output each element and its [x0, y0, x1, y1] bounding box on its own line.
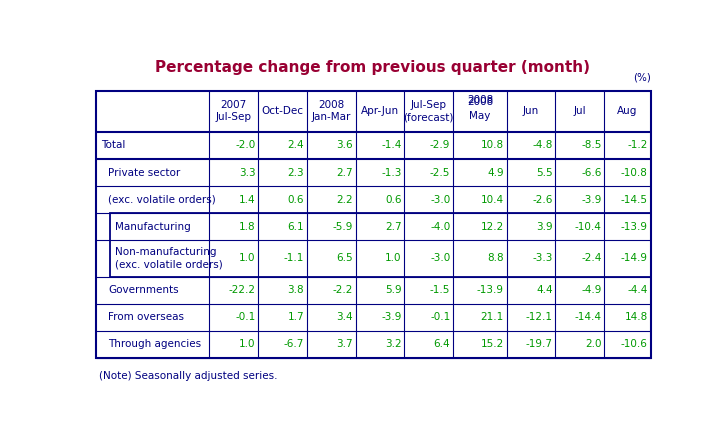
Text: 2.0: 2.0 — [585, 339, 601, 349]
Text: 3.6: 3.6 — [336, 141, 353, 151]
Text: Total: Total — [101, 141, 126, 151]
Text: -6.6: -6.6 — [581, 168, 601, 178]
Text: -3.9: -3.9 — [381, 312, 401, 322]
Text: 3.7: 3.7 — [336, 339, 353, 349]
Text: -2.0: -2.0 — [235, 141, 256, 151]
Text: -1.1: -1.1 — [284, 253, 304, 263]
Text: -12.1: -12.1 — [526, 312, 552, 322]
Text: -10.4: -10.4 — [574, 222, 601, 232]
Text: 1.0: 1.0 — [385, 253, 401, 263]
Text: 14.8: 14.8 — [624, 312, 648, 322]
Text: 5.9: 5.9 — [385, 285, 401, 295]
Text: -14.4: -14.4 — [574, 312, 601, 322]
Text: -19.7: -19.7 — [526, 339, 552, 349]
Text: 3.2: 3.2 — [385, 339, 401, 349]
Bar — [97, 91, 650, 358]
Text: -1.4: -1.4 — [381, 141, 401, 151]
Text: -6.7: -6.7 — [284, 339, 304, 349]
Text: -5.9: -5.9 — [333, 222, 353, 232]
Text: -4.4: -4.4 — [627, 285, 648, 295]
Text: -2.5: -2.5 — [430, 168, 450, 178]
Text: -10.6: -10.6 — [621, 339, 648, 349]
Text: -3.3: -3.3 — [532, 253, 552, 263]
Text: 2.2: 2.2 — [336, 194, 353, 204]
Text: Manufacturing: Manufacturing — [115, 222, 191, 232]
Text: 4.4: 4.4 — [536, 285, 552, 295]
Text: 8.8: 8.8 — [487, 253, 504, 263]
Text: -1.5: -1.5 — [430, 285, 450, 295]
Text: -3.0: -3.0 — [430, 253, 450, 263]
Text: May: May — [469, 111, 491, 121]
Text: Apr-Jun: Apr-Jun — [361, 106, 399, 116]
Text: Non-manufacturing
(exc. volatile orders): Non-manufacturing (exc. volatile orders) — [115, 247, 223, 270]
Text: Private sector: Private sector — [108, 168, 181, 178]
Text: 0.6: 0.6 — [287, 194, 304, 204]
Text: 6.5: 6.5 — [336, 253, 353, 263]
Text: 10.8: 10.8 — [481, 141, 504, 151]
Text: Aug: Aug — [617, 106, 637, 116]
Text: 2.7: 2.7 — [385, 222, 401, 232]
Text: -14.5: -14.5 — [621, 194, 648, 204]
Text: -13.9: -13.9 — [621, 222, 648, 232]
Text: -3.0: -3.0 — [430, 194, 450, 204]
Text: 3.4: 3.4 — [336, 312, 353, 322]
Text: -13.9: -13.9 — [477, 285, 504, 295]
Text: Through agencies: Through agencies — [108, 339, 201, 349]
Text: 3.8: 3.8 — [287, 285, 304, 295]
Text: -2.9: -2.9 — [430, 141, 450, 151]
Text: Jul: Jul — [574, 106, 586, 116]
Text: Oct-Dec: Oct-Dec — [261, 106, 303, 116]
Text: 6.4: 6.4 — [433, 339, 450, 349]
Text: 2008: 2008 — [467, 97, 493, 107]
Text: 3.9: 3.9 — [536, 222, 552, 232]
Text: -4.9: -4.9 — [581, 285, 601, 295]
Bar — [110, 213, 650, 277]
Text: Jun: Jun — [523, 106, 539, 116]
Text: 1.7: 1.7 — [287, 312, 304, 322]
Text: From overseas: From overseas — [108, 312, 184, 322]
Text: -2.2: -2.2 — [333, 285, 353, 295]
Text: 6.1: 6.1 — [287, 222, 304, 232]
Text: 1.0: 1.0 — [239, 253, 256, 263]
Text: -1.2: -1.2 — [627, 141, 648, 151]
Text: 2.4: 2.4 — [287, 141, 304, 151]
Text: -0.1: -0.1 — [235, 312, 256, 322]
Text: Jul-Sep
(forecast): Jul-Sep (forecast) — [404, 100, 454, 122]
Text: 12.2: 12.2 — [481, 222, 504, 232]
Text: -4.0: -4.0 — [430, 222, 450, 232]
Text: 2.7: 2.7 — [336, 168, 353, 178]
Text: 2007
Jul-Sep: 2007 Jul-Sep — [216, 100, 252, 122]
Text: 21.1: 21.1 — [481, 312, 504, 322]
Text: (%): (%) — [633, 72, 650, 82]
Text: Percentage change from previous quarter (month): Percentage change from previous quarter … — [155, 60, 590, 76]
Text: -2.6: -2.6 — [532, 194, 552, 204]
Text: 4.9: 4.9 — [487, 168, 504, 178]
Text: 1.4: 1.4 — [239, 194, 256, 204]
Text: 2008
Jan-Mar: 2008 Jan-Mar — [311, 100, 351, 122]
Text: 15.2: 15.2 — [481, 339, 504, 349]
Text: -14.9: -14.9 — [621, 253, 648, 263]
Text: 1.8: 1.8 — [239, 222, 256, 232]
Text: -8.5: -8.5 — [581, 141, 601, 151]
Text: 3.3: 3.3 — [239, 168, 256, 178]
Text: 2008: 2008 — [467, 95, 493, 105]
Text: (Note) Seasonally adjusted series.: (Note) Seasonally adjusted series. — [99, 371, 277, 381]
Text: -10.8: -10.8 — [621, 168, 648, 178]
Text: 2.3: 2.3 — [287, 168, 304, 178]
Text: -22.2: -22.2 — [228, 285, 256, 295]
Text: 5.5: 5.5 — [536, 168, 552, 178]
Text: 1.0: 1.0 — [239, 339, 256, 349]
Text: 10.4: 10.4 — [481, 194, 504, 204]
Text: Governments: Governments — [108, 285, 179, 295]
Text: -2.4: -2.4 — [581, 253, 601, 263]
Text: -0.1: -0.1 — [430, 312, 450, 322]
Text: -1.3: -1.3 — [381, 168, 401, 178]
Text: 0.6: 0.6 — [385, 194, 401, 204]
Text: (exc. volatile orders): (exc. volatile orders) — [108, 194, 216, 204]
Text: -3.9: -3.9 — [581, 194, 601, 204]
Text: -4.8: -4.8 — [532, 141, 552, 151]
